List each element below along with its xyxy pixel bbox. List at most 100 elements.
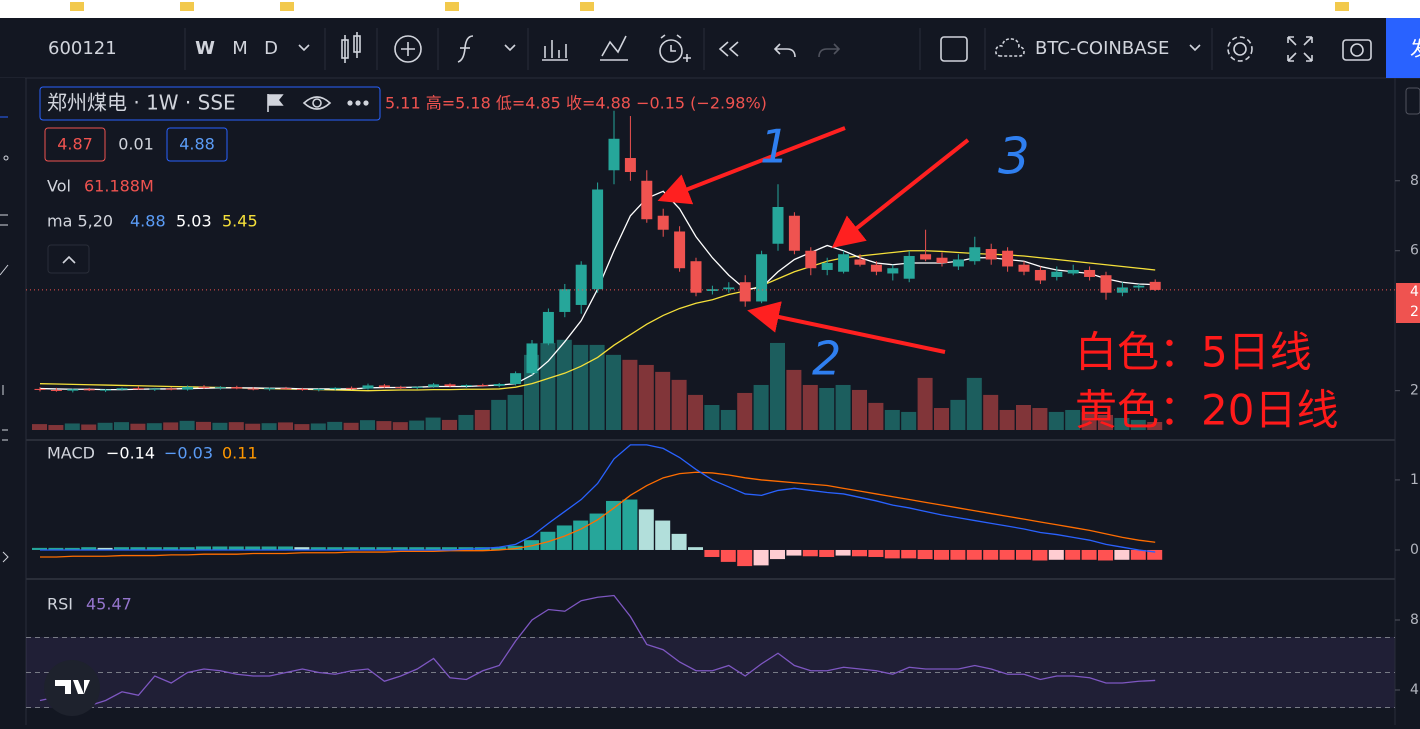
macd-histogram-bar: [884, 549, 900, 559]
candle-body: [559, 289, 571, 312]
macd-histogram-bar: [278, 546, 293, 550]
macd-histogram-bar: [1032, 549, 1048, 561]
volume-bar: [163, 422, 179, 430]
volume-bar: [704, 404, 720, 430]
publish-button[interactable]: [1386, 18, 1420, 78]
interval-button[interactable]: M: [232, 38, 248, 59]
left-toolbar-icons[interactable]: [0, 116, 9, 563]
macd-histogram-bar: [802, 549, 818, 557]
candle-body: [411, 386, 423, 388]
macd-histogram-bar: [97, 547, 113, 550]
macd-histogram-bar: [81, 547, 97, 550]
macd-histogram-bar: [491, 547, 507, 550]
candle-body: [34, 388, 46, 390]
volume-bar: [425, 417, 441, 430]
axis-settings[interactable]: [1405, 87, 1420, 115]
macd-histogram-bar: [622, 499, 638, 550]
macd-histogram-bar: [540, 531, 556, 550]
candle-body: [50, 389, 62, 391]
annotation-note: 黄色：20日线: [1075, 386, 1338, 435]
sell-box[interactable]: [44, 127, 106, 162]
buy-box[interactable]: [166, 127, 228, 162]
macd-histogram-bar: [671, 533, 687, 550]
macd-histogram-bar: [737, 549, 753, 567]
macd-histogram-bar: [688, 547, 703, 550]
interval-button[interactable]: D: [264, 38, 278, 59]
candle-body: [854, 259, 866, 265]
macd-histogram-bar: [589, 513, 605, 550]
toolbar-icons[interactable]: [298, 32, 1372, 63]
candle-body: [805, 250, 817, 269]
symbol-legend[interactable]: [39, 86, 381, 121]
candle-body: [821, 262, 833, 270]
volume-bar: [32, 424, 47, 430]
signal-line: [40, 471, 1156, 558]
macd-legend-value: 0.11: [222, 444, 258, 463]
bookmark-bar: [0, 0, 1420, 18]
current-price-countdown: 2: [1410, 304, 1419, 320]
axis-tick-label: 2: [1410, 383, 1419, 399]
volume-bar: [753, 384, 769, 430]
macd-histogram-bar: [917, 549, 933, 560]
volume-bar: [524, 354, 539, 430]
macd-histogram-bar: [212, 546, 228, 550]
volume-bar: [146, 423, 162, 430]
macd-histogram-bar: [64, 547, 80, 550]
publish-label[interactable]: 发: [1410, 37, 1420, 61]
collapse-icon[interactable]: [62, 255, 76, 264]
candle-body: [1034, 269, 1046, 281]
candle-body: [723, 287, 735, 290]
legend-icons[interactable]: [267, 94, 369, 112]
axis-tick-label: 4: [1410, 682, 1419, 698]
volume-bar: [310, 423, 326, 430]
volume-bar: [835, 384, 851, 430]
bid-price[interactable]: 4.87: [57, 135, 93, 154]
macd-histogram-bar: [1016, 549, 1031, 560]
left-toolbar: [0, 78, 25, 725]
candle-body: [887, 268, 899, 274]
volume-bar: [196, 421, 211, 430]
current-price-text: 4: [1410, 284, 1419, 300]
candle-body: [870, 264, 882, 272]
volume-bar: [622, 359, 638, 430]
volume-bar: [245, 423, 261, 430]
volume-bar: [1098, 414, 1113, 430]
candle-body: [1133, 285, 1145, 288]
macd-histogram-bar: [852, 549, 867, 557]
tv-logo[interactable]: [44, 660, 100, 716]
macd-histogram-bar: [458, 547, 474, 550]
macd-histogram-bar: [704, 549, 720, 557]
candle-body: [657, 215, 669, 230]
candle-body: [690, 261, 702, 293]
volume-bar: [655, 371, 671, 430]
macd-histogram-bar: [228, 546, 244, 550]
macd-legend-value: −0.14: [106, 444, 155, 463]
handwritten-mark: 1: [760, 120, 789, 174]
candle-body: [706, 289, 718, 291]
rsi-legend-name: RSI: [47, 595, 73, 614]
volume-bar: [261, 423, 277, 430]
volume-bar: [48, 425, 64, 430]
candle-body: [1100, 275, 1112, 293]
macd-histogram-bar: [48, 547, 64, 550]
volume-bar: [934, 408, 949, 430]
volume-bar: [360, 420, 375, 430]
interval-button[interactable]: W: [195, 38, 215, 59]
volume-bar: [1147, 421, 1163, 430]
macd-histogram-bar: [114, 547, 129, 550]
compare-symbol[interactable]: BTC-COINBASE: [1035, 38, 1169, 59]
macd-histogram-bar: [409, 547, 425, 550]
macd-histogram-bar: [32, 547, 47, 550]
ask-price[interactable]: 4.88: [179, 135, 215, 154]
candle-body: [788, 215, 800, 251]
macd-histogram-bar: [310, 547, 326, 550]
candle-body: [739, 282, 751, 302]
symbol-search[interactable]: 600121: [48, 38, 117, 59]
macd-histogram-bar: [1065, 549, 1081, 560]
volume-bar: [376, 421, 392, 430]
collapse-legend-button[interactable]: [47, 244, 90, 274]
macd-histogram-bar: [786, 549, 802, 556]
macd-histogram-bar: [196, 546, 211, 550]
candle-body: [969, 247, 981, 262]
handwritten-mark: 2: [812, 332, 841, 386]
